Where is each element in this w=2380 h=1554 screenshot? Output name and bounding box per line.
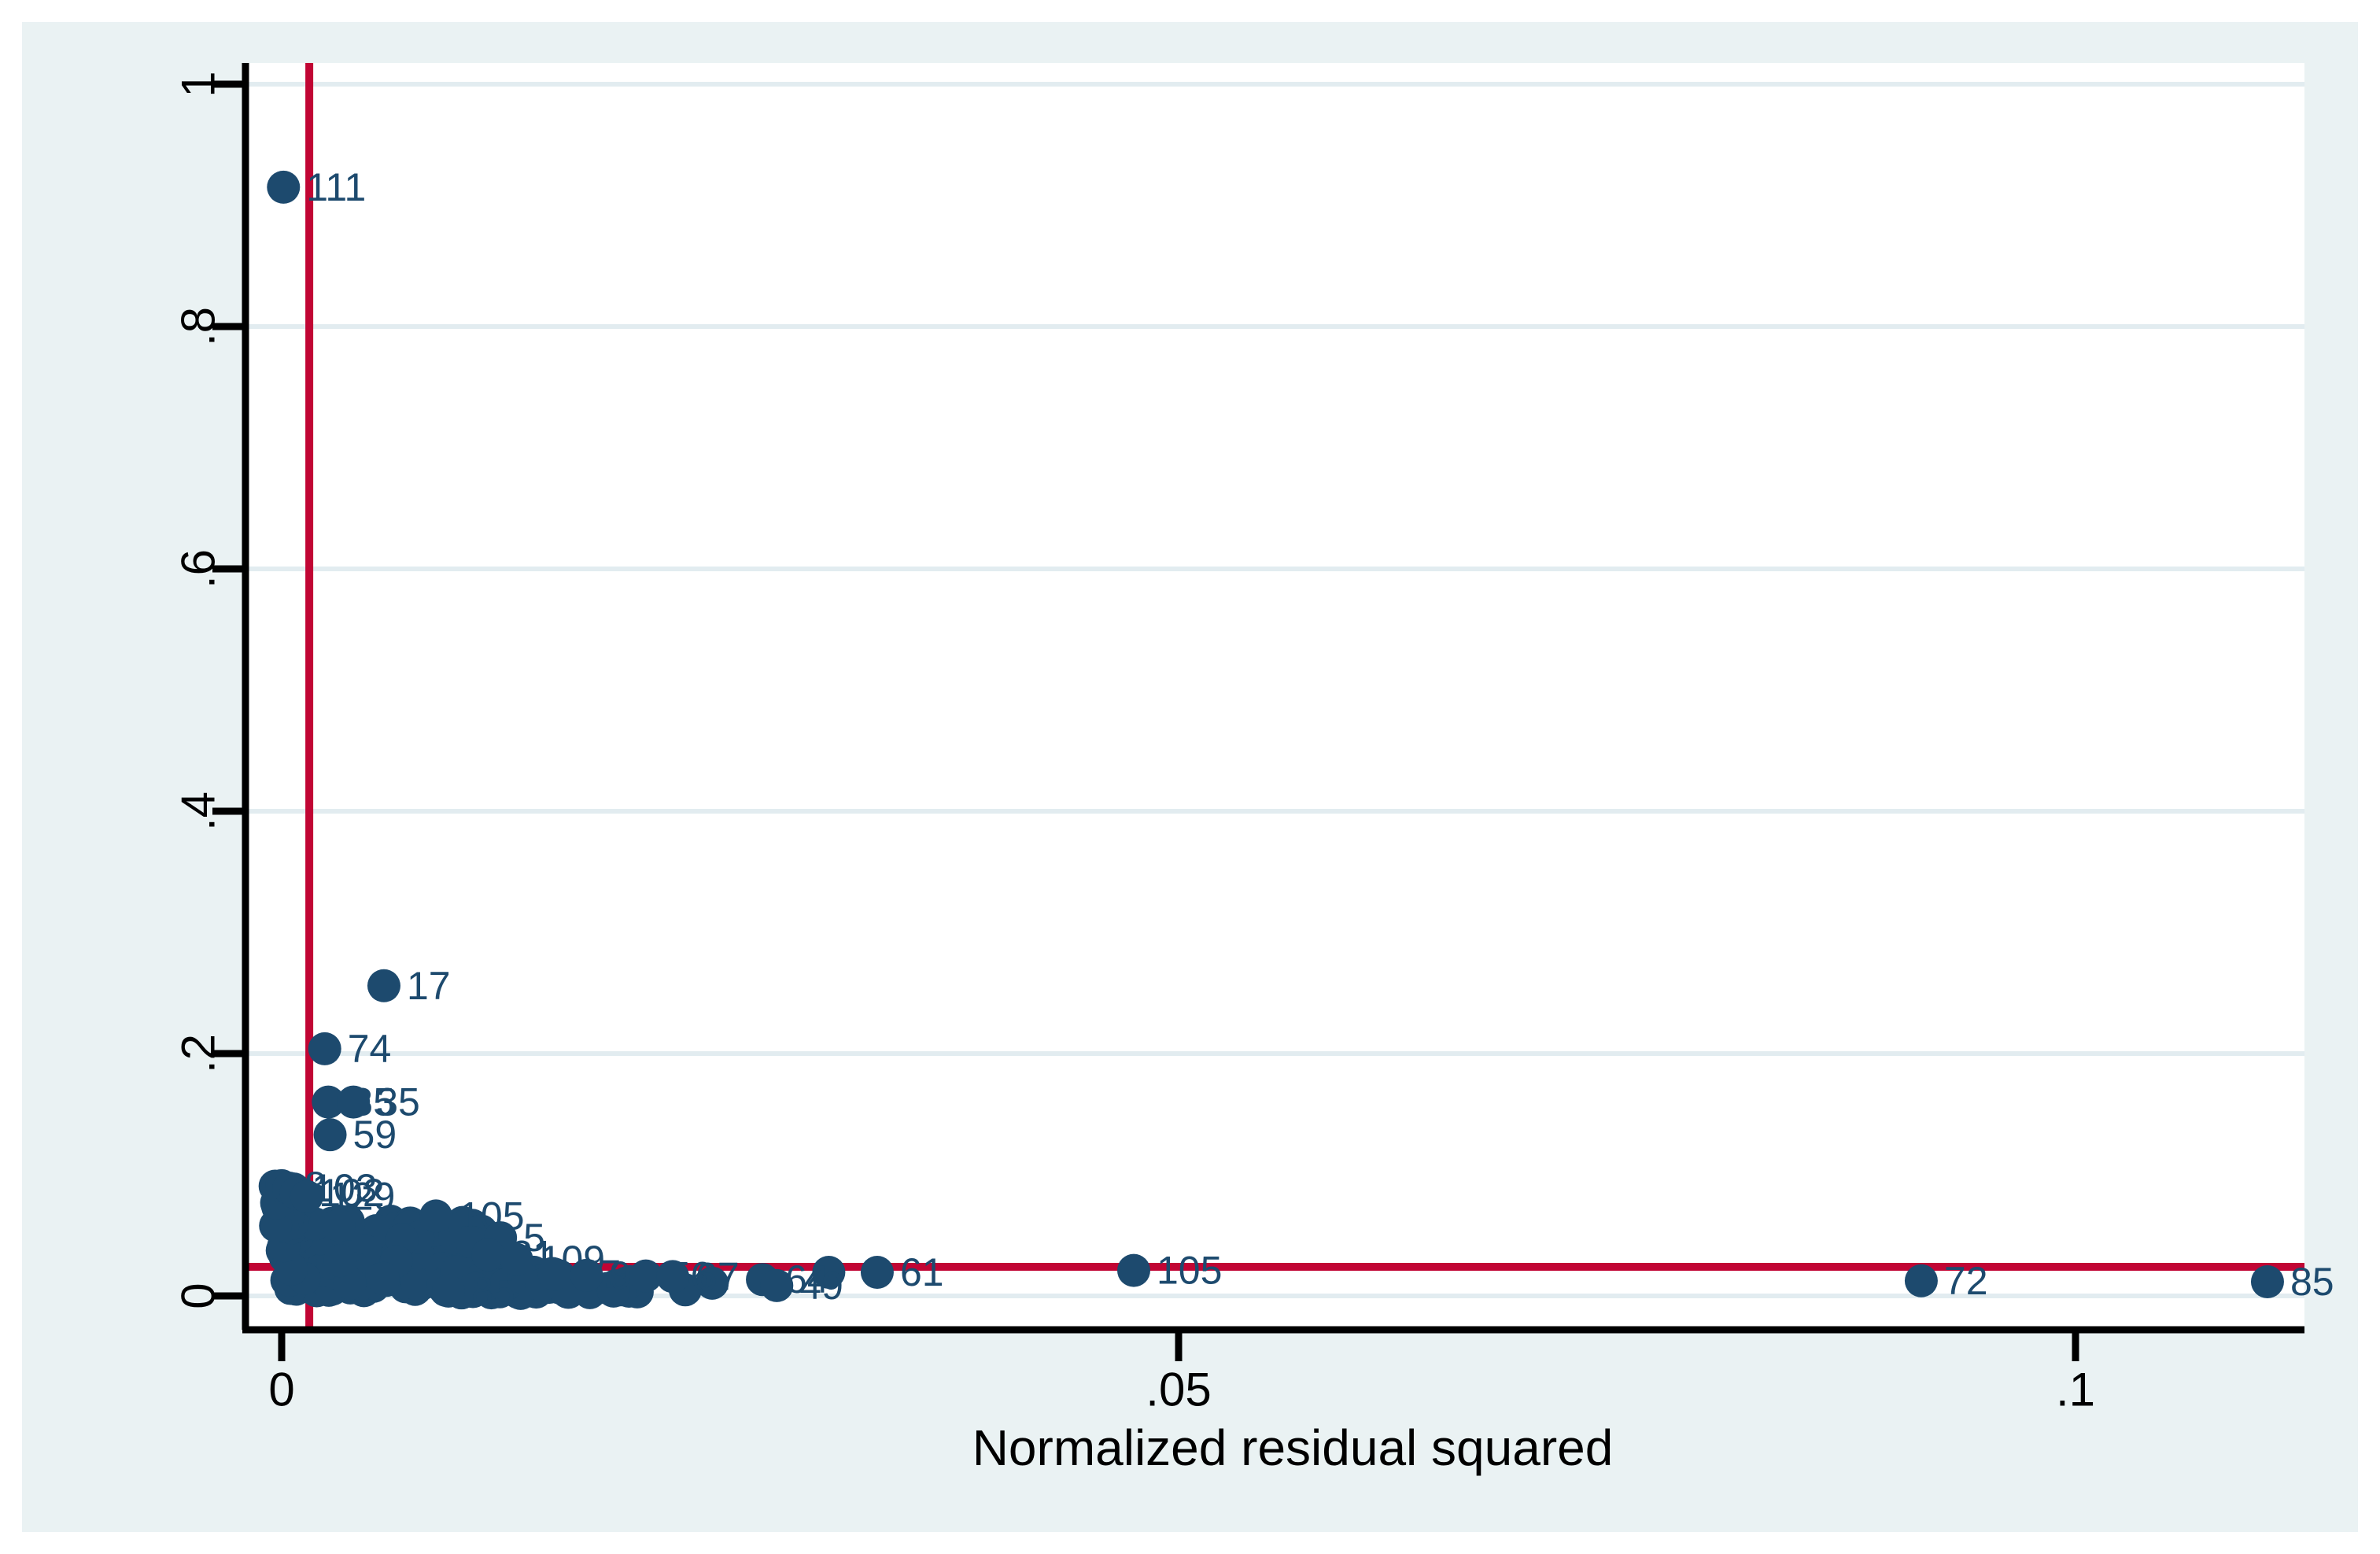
data-point xyxy=(570,1258,603,1292)
point-label: 129 xyxy=(330,1175,395,1219)
plot-area xyxy=(245,63,2304,1330)
point-label: 102 xyxy=(319,1171,384,1215)
data-point xyxy=(500,1242,533,1276)
point-label: 85 xyxy=(471,1269,515,1313)
data-point xyxy=(267,170,301,204)
data-point xyxy=(419,1199,453,1233)
data-point xyxy=(537,1257,571,1291)
point-label: 74 xyxy=(348,1027,392,1071)
cluster-point xyxy=(323,1209,356,1242)
point-label: 35 xyxy=(376,1080,420,1124)
point-label: 64 xyxy=(785,1257,829,1301)
data-point xyxy=(760,1268,794,1302)
data-point xyxy=(367,969,400,1002)
data-point xyxy=(1117,1253,1150,1287)
point-label: 67 xyxy=(696,1254,740,1298)
point-label: 103 xyxy=(312,1166,377,1210)
data-point xyxy=(471,1238,505,1272)
x-tick-label: .05 xyxy=(1146,1364,1211,1416)
data-point xyxy=(812,1255,846,1289)
point-label: 85 xyxy=(2290,1260,2334,1304)
x-tick-label: .1 xyxy=(2056,1364,2095,1416)
cluster-point xyxy=(400,1268,434,1301)
cluster-point xyxy=(459,1272,493,1305)
data-point xyxy=(1904,1264,1938,1297)
data-point xyxy=(596,1274,630,1308)
y-tick-label: .6 xyxy=(172,549,225,589)
data-point xyxy=(432,1274,466,1308)
cluster-point xyxy=(367,1261,400,1295)
data-point xyxy=(313,1118,347,1152)
data-point xyxy=(656,1260,690,1294)
data-point xyxy=(696,1266,729,1300)
cluster-point xyxy=(323,1244,357,1278)
data-point xyxy=(290,1179,323,1213)
y-tick-label: .8 xyxy=(172,307,225,346)
data-point xyxy=(312,1085,345,1119)
point-label: 49 xyxy=(799,1264,843,1308)
x-axis-title: Normalized residual squared xyxy=(972,1419,1614,1476)
data-point xyxy=(337,1085,371,1119)
point-label: 105 xyxy=(1157,1249,1222,1293)
y-tick-label: .4 xyxy=(172,792,225,831)
point-label: 61 xyxy=(900,1250,944,1294)
x-tick-label: 0 xyxy=(268,1364,294,1416)
y-tick-label: 1 xyxy=(172,71,225,97)
point-label: 111 xyxy=(306,165,366,209)
data-point xyxy=(308,1032,341,1065)
point-label: 59 xyxy=(353,1113,397,1157)
point-label: 72 xyxy=(1944,1259,1988,1303)
data-point xyxy=(2250,1264,2284,1298)
data-point xyxy=(629,1259,662,1293)
data-point xyxy=(860,1255,894,1289)
y-tick-label: 0 xyxy=(172,1283,225,1309)
y-tick-label: .2 xyxy=(172,1034,225,1073)
point-label: 17 xyxy=(407,964,451,1008)
